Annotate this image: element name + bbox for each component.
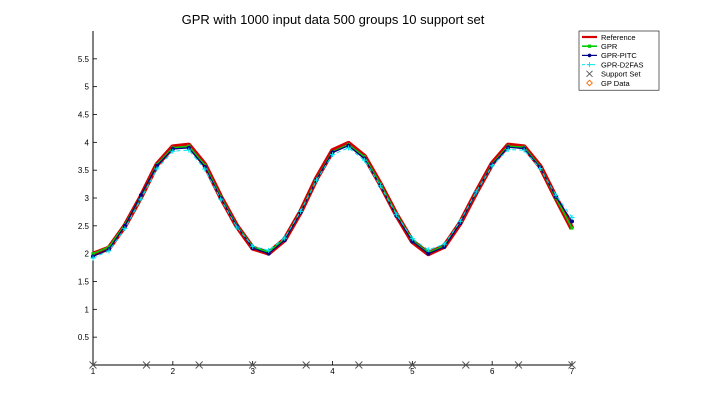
point-gpr-pitc [426,251,431,256]
y-tick-label: 5 [85,83,90,92]
series-line-gpr [92,143,573,255]
support-set-point [355,361,363,369]
series-line-gpr-pitc [92,145,573,257]
y-tick-label: 3 [85,194,90,203]
legend-label-reference: Reference [601,33,636,42]
point-gpr-d2fas [425,247,431,253]
point-gpr-d2fas [266,247,272,253]
x-tick-label: 7 [570,367,575,376]
point-gpr [107,245,111,249]
point-gpr-pitc [266,251,271,256]
point-gpr [91,252,95,256]
legend-marker-gp-data [586,79,593,87]
series-line-reference [92,140,575,257]
y-tick-label: 4 [85,138,90,147]
point-gpr-d2fas [361,157,367,163]
point-gpr [570,226,574,230]
point-gpr-pitc [138,193,143,198]
support-set-point [408,361,417,369]
y-tick-label: 4.5 [78,111,90,120]
y-tick-label: 0.5 [78,333,90,342]
legend-marker-gpr-d2fas [587,62,592,68]
support-set-point [248,361,257,369]
point-gpr-d2fas [170,148,176,154]
point-gpr-d2fas [473,189,479,195]
point-gpr-d2fas [569,214,575,220]
legend-marker-gpr [587,44,592,48]
support-set-point [89,361,97,369]
point-gpr-pitc [570,219,574,224]
point-gpr-d2fas [441,241,447,247]
point-gpr-d2fas [345,145,351,151]
point-gpr-d2fas [330,152,335,158]
support-set-point [462,361,470,369]
point-gpr-d2fas [457,218,463,224]
point-gpr-d2fas [154,166,160,172]
chart-title: GPR with 1000 input data 500 groups 10 s… [182,12,485,27]
support-set-point [195,361,203,369]
x-tick-label: 5 [410,367,415,376]
point-gpr-d2fas [250,243,256,249]
support-set-point [514,361,523,369]
point-gpr-pitc [122,223,127,228]
point-gpr-d2fas [393,212,399,218]
point-gpr-d2fas [282,235,288,241]
support-set-point [142,361,151,369]
point-gpr-d2fas [505,147,511,153]
legend-label-support-set: Support Set [601,70,642,79]
point-gpr-d2fas [521,147,527,153]
point-gpr-d2fas [314,177,320,183]
point-gpr-pitc [442,244,447,249]
y-tick-label: 3.5 [78,166,90,175]
point-gpr-pitc [410,239,415,244]
y-tick-label: 1 [85,305,90,314]
legend-marker-gpr-pitc [587,53,592,58]
y-tick-label: 2.5 [78,222,90,231]
legend-label-gp-data: GP Data [601,79,630,88]
support-set-point [568,361,576,369]
x-tick-label: 3 [250,367,255,376]
point-gpr-d2fas [234,224,240,230]
point-gpr-d2fas [298,208,304,214]
x-tick-label: 1 [91,367,96,376]
point-gpr-d2fas [186,147,192,153]
point-gpr-d2fas [553,192,559,198]
x-tick-label: 4 [330,367,335,376]
y-tick-label: 5.5 [78,55,90,64]
point-gpr-d2fas [90,255,96,261]
x-tick-label: 6 [490,367,495,376]
legend-label-gpr: GPR [601,42,618,51]
series-line-gpr-d2fas [92,147,573,259]
x-tick-label: 2 [171,367,176,376]
point-gpr-d2fas [202,166,208,172]
point-gpr-d2fas [489,163,495,169]
legend-label-gpr-d2fas: GPR-D2FAS [601,60,644,69]
point-gpr-d2fas [218,196,224,202]
legend-marker-support-set [586,70,593,78]
plot-area [89,140,576,369]
point-gpr-d2fas [106,248,112,254]
point-gpr-pitc [154,163,159,168]
legend-label-gpr-pitc: GPR-PITC [601,51,637,60]
y-tick-label: 2 [85,250,90,259]
point-gpr-d2fas [409,236,415,242]
point-gpr-d2fas [122,226,128,232]
point-gpr-d2fas [138,196,144,202]
support-set-point [302,361,310,369]
legend-box [578,30,660,91]
y-tick-label: 1.5 [78,278,90,287]
point-gpr-d2fas [377,183,383,189]
axes: 0.5 1 1.5 2 2.5 3 3.5 4 4.5 5 5.5 1 2 3 4 5 6 7 [78,31,575,376]
point-gpr-d2fas [537,165,543,171]
